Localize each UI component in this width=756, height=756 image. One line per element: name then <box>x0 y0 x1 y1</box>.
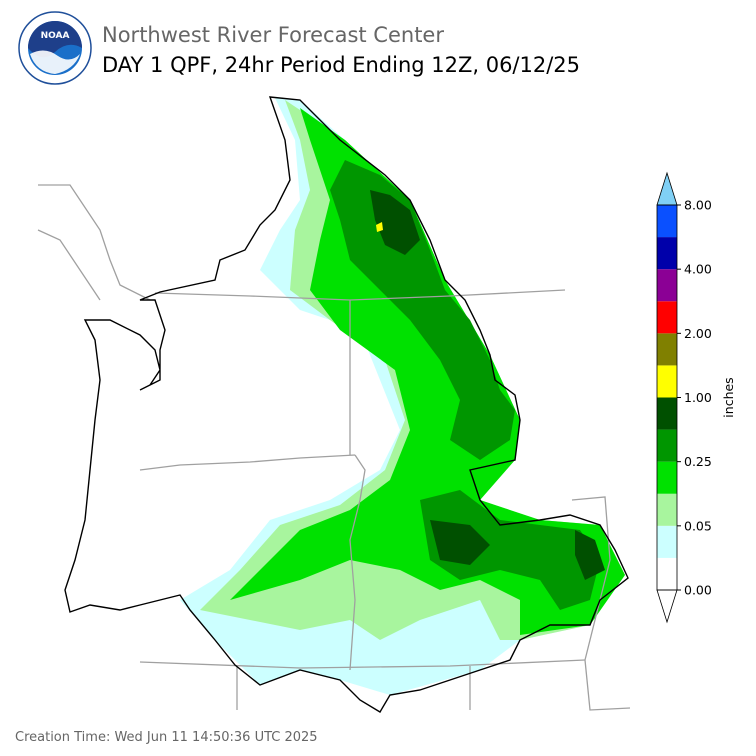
colorbar-tick-label: 1.00 <box>684 390 712 405</box>
colorbar: 0.00 0.05 0.25 1.00 2.00 4.00 8.00 inches <box>656 171 736 624</box>
colorbar-segment <box>657 205 677 238</box>
colorbar-under <box>656 589 678 624</box>
colorbar-tick-label: 2.00 <box>684 326 712 341</box>
creation-time: Creation Time: Wed Jun 11 14:50:36 UTC 2… <box>15 730 318 745</box>
boundaries <box>37 184 631 711</box>
colorbar-segment <box>657 301 677 334</box>
colorbar-over <box>656 171 678 206</box>
colorbar-tick-label: 4.00 <box>684 262 712 277</box>
colorbar-segment <box>657 333 677 366</box>
colorbar-segment <box>657 237 677 270</box>
colorbar-segment <box>657 557 677 590</box>
colorbar-segment <box>657 269 677 302</box>
subtitle: DAY 1 QPF, 24hr Period Ending 12Z, 06/12… <box>102 53 580 77</box>
colorbar-label: inches <box>721 377 736 417</box>
colorbar-segment <box>657 525 677 558</box>
colorbar-segment <box>657 493 677 526</box>
qpf-field <box>180 98 625 695</box>
colorbar-segment <box>657 429 677 462</box>
logo-text: NOAA <box>41 31 70 41</box>
colorbar-segment <box>657 397 677 430</box>
colorbar-tick-label: 0.05 <box>684 518 712 533</box>
basin-outline <box>64 96 629 713</box>
noaa-logo: NOAA <box>18 11 92 85</box>
colorbar-tick-label: 0.00 <box>684 583 712 598</box>
title: Northwest River Forecast Center <box>102 23 444 47</box>
colorbar-segment <box>657 461 677 494</box>
colorbar-tick-label: 0.25 <box>684 454 712 469</box>
colorbar-tick-label: 8.00 <box>684 198 712 213</box>
colorbar-segment <box>657 365 677 398</box>
